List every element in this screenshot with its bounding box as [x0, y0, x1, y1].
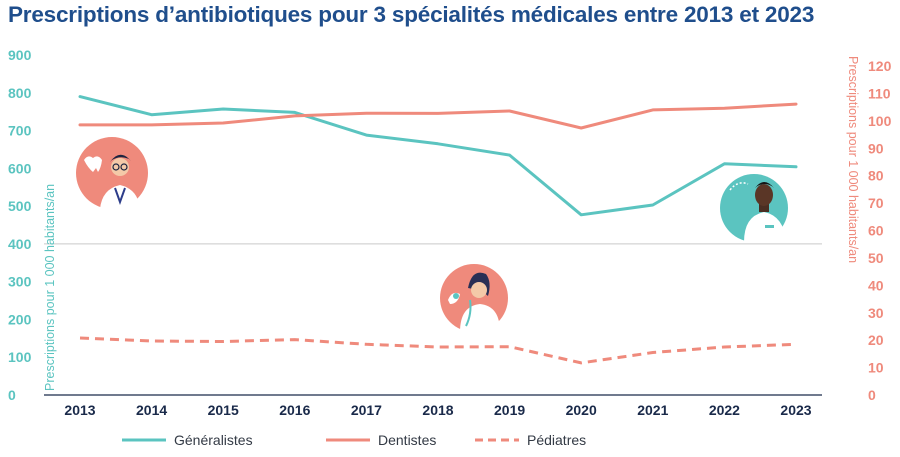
- x-tick-label: 2013: [64, 402, 95, 418]
- x-tick-label: 2015: [208, 402, 239, 418]
- left-tick-label: 800: [8, 85, 32, 101]
- right-tick-label: 0: [868, 387, 876, 403]
- left-tick-label: 900: [8, 47, 32, 63]
- right-tick-label: 20: [868, 332, 884, 348]
- series-lines: [78, 95, 798, 365]
- right-tick-label: 40: [868, 277, 884, 293]
- left-tick-label: 500: [8, 198, 32, 214]
- left-tick-label: 700: [8, 123, 32, 139]
- axes: [44, 243, 822, 396]
- x-tick-label: 2017: [351, 402, 382, 418]
- left-axis-title: Prescriptions pour 1 000 habitants/an: [43, 184, 57, 391]
- right-tick-label: 100: [868, 113, 892, 129]
- x-tick-label: 2022: [709, 402, 740, 418]
- right-tick-label: 80: [868, 168, 884, 184]
- legend: Généralistes Dentistes Pédiatres: [122, 432, 586, 448]
- right-tick-label: 10: [868, 360, 884, 376]
- x-tick-label: 2023: [780, 402, 811, 418]
- left-tick-label: 400: [8, 236, 32, 252]
- right-tick-label: 30: [868, 305, 884, 321]
- legend-label: Pédiatres: [527, 432, 586, 448]
- x-tick-label: 2021: [637, 402, 668, 418]
- x-tick-label: 2018: [422, 402, 453, 418]
- right-tick-label: 120: [868, 58, 892, 74]
- series-line-dentistes: [78, 102, 798, 130]
- general-practitioner-illustration-icon: [720, 174, 788, 242]
- series-line-pediatres: [79, 336, 797, 365]
- pediatrician-illustration-icon: [440, 264, 508, 332]
- left-tick-label: 300: [8, 274, 32, 290]
- left-tick-label: 200: [8, 311, 32, 327]
- x-axis-ticks: 2013 2014 2015 2016 2017 2018 2019 2020 2021 2022…: [64, 402, 811, 418]
- right-tick-label: 70: [868, 195, 884, 211]
- legend-label: Dentistes: [378, 432, 436, 448]
- left-axis-ticks: 0 100 200 300 400 500 600 700 800 900: [8, 47, 32, 403]
- right-axis-ticks: 0 10 20 30 40 50 60 70 80 90 100 110 120: [868, 58, 892, 403]
- right-tick-label: 50: [868, 250, 884, 266]
- left-tick-label: 600: [8, 160, 32, 176]
- dentist-illustration-icon: [76, 137, 148, 209]
- x-tick-label: 2016: [279, 402, 310, 418]
- x-tick-label: 2020: [566, 402, 597, 418]
- series-line-generalistes: [78, 95, 798, 217]
- right-tick-label: 90: [868, 140, 884, 156]
- x-tick-label: 2019: [494, 402, 525, 418]
- left-tick-label: 100: [8, 349, 32, 365]
- legend-label: Généralistes: [174, 432, 253, 448]
- x-tick-label: 2014: [136, 402, 167, 418]
- left-tick-label: 0: [8, 387, 16, 403]
- chart-title: Prescriptions d’antibiotiques pour 3 spé…: [8, 2, 815, 27]
- right-tick-label: 110: [868, 85, 891, 101]
- right-tick-label: 60: [868, 223, 884, 239]
- right-axis-title: Prescriptions pour 1 000 habitants/an: [846, 56, 860, 263]
